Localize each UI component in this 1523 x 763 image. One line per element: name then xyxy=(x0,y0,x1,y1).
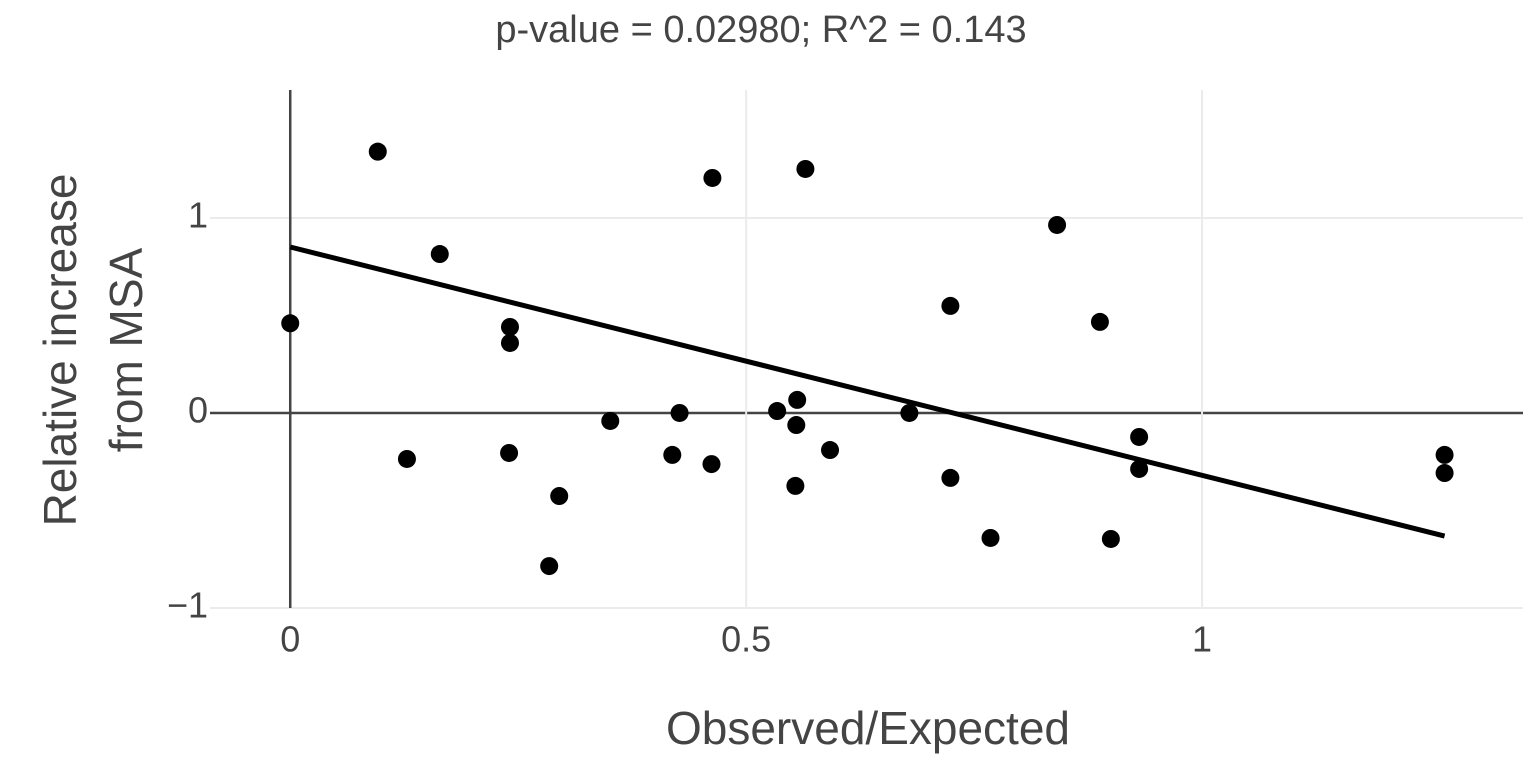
point xyxy=(941,468,960,487)
point xyxy=(788,390,807,409)
point xyxy=(430,245,449,264)
point xyxy=(1130,427,1149,446)
y-axis-label: from MSA xyxy=(100,247,152,452)
point xyxy=(1435,464,1454,483)
point xyxy=(500,317,519,336)
point xyxy=(670,403,689,422)
point xyxy=(981,528,1000,547)
point xyxy=(703,168,722,187)
point xyxy=(397,449,416,468)
point xyxy=(1130,459,1149,478)
point xyxy=(540,557,559,576)
point xyxy=(821,441,840,460)
point xyxy=(787,416,806,435)
point xyxy=(500,333,519,352)
point xyxy=(768,402,787,421)
point xyxy=(941,296,960,315)
chart-title: p-value = 0.02980; R^2 = 0.143 xyxy=(495,9,1026,51)
point xyxy=(281,314,300,333)
point xyxy=(368,142,387,161)
x-tick-label: 0.5 xyxy=(721,619,771,660)
point xyxy=(550,487,569,506)
point xyxy=(786,476,805,495)
point xyxy=(796,159,815,178)
x-tick-label: 0 xyxy=(280,619,300,660)
point xyxy=(1435,445,1454,464)
point xyxy=(500,443,519,462)
y-tick-label: 0 xyxy=(188,389,208,430)
fit-line xyxy=(289,244,1446,539)
y-axis-label: Relative increase xyxy=(34,174,86,527)
point xyxy=(900,403,919,422)
point xyxy=(663,445,682,464)
point xyxy=(1090,312,1109,331)
y-tick-label: −1 xyxy=(167,585,208,626)
x-axis-label: Observed/Expected xyxy=(666,702,1070,754)
point xyxy=(1101,529,1120,548)
point xyxy=(702,455,721,474)
point xyxy=(601,411,620,430)
y-tick-label: 1 xyxy=(188,194,208,235)
point xyxy=(1048,215,1067,234)
x-tick-label: 1 xyxy=(1192,619,1212,660)
